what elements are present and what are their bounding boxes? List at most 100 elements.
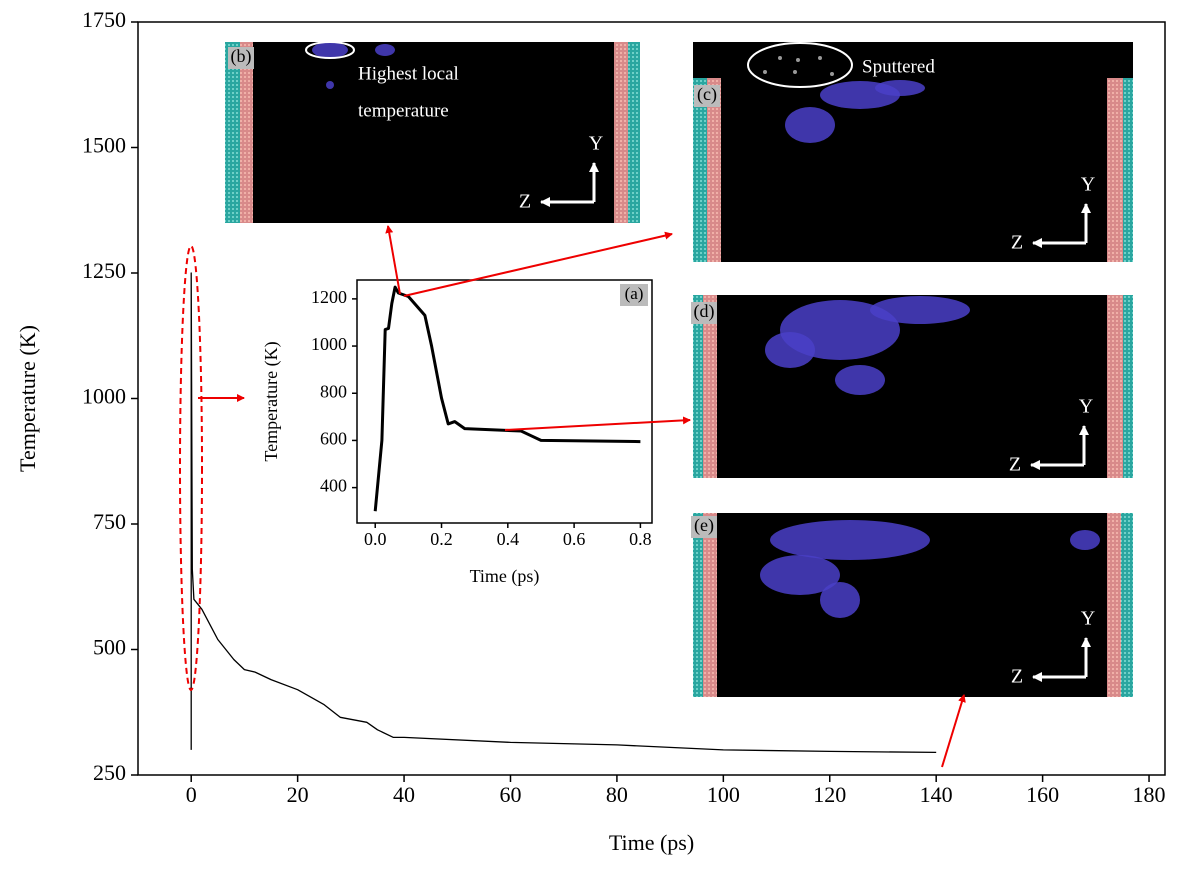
electrode-band — [628, 42, 640, 223]
x-tick-label: 20 — [287, 782, 309, 807]
axis-name: Y — [1081, 174, 1095, 196]
electrode-band — [1107, 78, 1123, 262]
x-tick-label: 140 — [920, 782, 953, 807]
electrode-band — [240, 42, 253, 223]
sputtered-atom — [793, 70, 797, 74]
y-tick-label: 1200 — [311, 287, 347, 307]
panel-background — [693, 42, 1133, 262]
x-tick-label: 160 — [1026, 782, 1059, 807]
panel-label-box — [620, 284, 648, 306]
y-tick-label: 600 — [320, 429, 347, 449]
panel-label-box — [691, 516, 717, 538]
inset-background — [357, 280, 652, 523]
electrode-band — [707, 78, 721, 262]
x-tick-label: 180 — [1133, 782, 1166, 807]
atom-cluster — [1070, 530, 1100, 550]
snapshot-panel: (c) Y Z — [693, 42, 1133, 262]
annotation: Sputtered — [862, 56, 935, 77]
atom-cluster — [765, 332, 815, 368]
y-tick-label: 250 — [93, 760, 126, 785]
plot-frame — [356, 279, 653, 524]
x-tick-label: 60 — [499, 782, 521, 807]
panel-label: (e) — [694, 515, 714, 536]
y-tick-label: 800 — [320, 381, 347, 401]
panel-label: (c) — [697, 84, 717, 105]
atom-cluster — [770, 520, 930, 560]
axis-name: Y — [589, 133, 603, 155]
x-tick-label: 0 — [186, 782, 197, 807]
atom-cluster — [785, 107, 835, 143]
arrow — [403, 231, 673, 297]
atom-cluster — [835, 365, 885, 395]
axis-name: Z — [1011, 666, 1023, 688]
x-axis-label: Time (ps) — [470, 566, 540, 587]
y-tick-label: 1000 — [82, 384, 126, 409]
x-tick-label: 120 — [813, 782, 846, 807]
panel-label: (a) — [625, 284, 644, 303]
electrode-band — [1107, 295, 1123, 478]
sputtered-atom — [763, 70, 767, 74]
atom-cluster — [875, 80, 925, 96]
y-axis-label: Temperature (K) — [15, 325, 40, 472]
panel-label-box — [228, 47, 254, 69]
sputtered-atom — [778, 56, 782, 60]
axis-name: Z — [519, 191, 531, 213]
data-line — [190, 272, 937, 754]
axis-name: Y — [1079, 396, 1093, 418]
panels: (b) Y Z (c) Y Z (d) Y Z (e) Y Z Highest local tempera… — [225, 41, 1133, 697]
x-tick-label: 0.4 — [497, 529, 520, 549]
x-tick-label: 0.2 — [430, 529, 453, 549]
x-axis-label: Time (ps) — [609, 830, 694, 855]
y-tick-label: 500 — [93, 635, 126, 660]
electrode-band — [703, 295, 717, 478]
electrode-band — [1121, 513, 1133, 697]
electrode-band — [693, 295, 703, 478]
snapshot-panel: (b) Y Z — [225, 42, 640, 223]
panel-label: (b) — [231, 46, 252, 67]
annotation: Highest local — [358, 63, 459, 84]
data-line — [373, 285, 641, 512]
highlight-ring — [305, 41, 355, 59]
atom-cluster — [760, 555, 840, 595]
panel-label-box — [691, 302, 717, 324]
sputtered-atom — [818, 56, 822, 60]
arrow — [941, 694, 966, 768]
y-tick-label: 1750 — [82, 7, 126, 32]
electrode-band — [1123, 295, 1133, 478]
panel-label-box — [694, 85, 720, 107]
arrow — [504, 416, 691, 431]
atom-cluster — [326, 81, 334, 89]
electrode-band — [1123, 78, 1133, 262]
x-tick-label: 0.0 — [364, 529, 387, 549]
highlight-ellipse — [179, 245, 203, 691]
y-axis-label: Temperature (K) — [261, 341, 282, 461]
highlight-ring — [747, 42, 853, 88]
electrode-band — [225, 42, 240, 223]
snapshot-panel: (d) Y Z — [691, 295, 1133, 478]
x-tick-label: 0.6 — [563, 529, 586, 549]
panel-background — [693, 295, 1133, 478]
arrow — [385, 225, 401, 295]
axis-name: Y — [1081, 608, 1095, 630]
electrode-band — [614, 42, 628, 223]
y-tick-label: 400 — [320, 476, 347, 496]
x-tick-label: 100 — [707, 782, 740, 807]
axis-name: Z — [1011, 232, 1023, 254]
atom-cluster — [375, 44, 395, 56]
sputtered-atom — [796, 58, 800, 62]
electrode-band — [693, 513, 703, 697]
sputtered-atom — [830, 72, 834, 76]
annotation: temperature — [358, 100, 449, 121]
electrode-band — [1107, 513, 1121, 697]
x-tick-label: 40 — [393, 782, 415, 807]
panel-label: (d) — [694, 301, 715, 322]
electrode-band — [703, 513, 717, 697]
axis-name: Z — [1009, 454, 1021, 476]
x-tick-label: 0.8 — [629, 529, 652, 549]
electrode-band — [693, 78, 707, 262]
y-tick-label: 1000 — [311, 334, 347, 354]
atom-cluster — [870, 296, 970, 324]
y-tick-label: 1500 — [82, 133, 126, 158]
atom-cluster — [312, 42, 348, 58]
